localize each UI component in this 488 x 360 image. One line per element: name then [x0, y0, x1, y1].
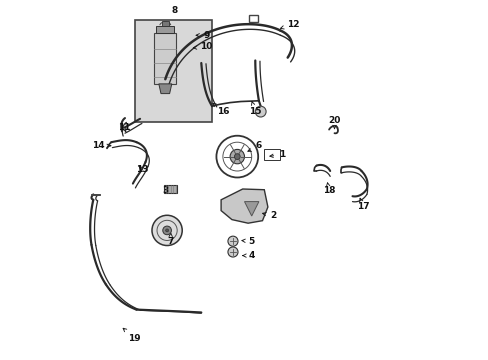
- Text: 4: 4: [242, 251, 254, 260]
- Bar: [164, 185, 177, 193]
- Bar: [154, 33, 176, 84]
- Text: 16: 16: [212, 103, 229, 116]
- Text: 15: 15: [248, 102, 261, 116]
- Bar: [264, 149, 280, 160]
- Circle shape: [163, 226, 171, 235]
- Text: 2: 2: [262, 211, 276, 220]
- Text: 9: 9: [196, 31, 209, 40]
- Circle shape: [227, 236, 238, 246]
- Text: 7: 7: [167, 233, 174, 246]
- Text: 8: 8: [171, 5, 177, 14]
- Text: 14: 14: [92, 141, 110, 150]
- Bar: [134, 20, 212, 122]
- Text: 18: 18: [322, 183, 335, 195]
- Polygon shape: [159, 84, 171, 94]
- Circle shape: [230, 149, 244, 164]
- Text: 5: 5: [242, 237, 254, 246]
- Polygon shape: [221, 189, 267, 223]
- Text: 10: 10: [193, 42, 212, 51]
- Text: 17: 17: [356, 198, 369, 211]
- Polygon shape: [156, 26, 174, 33]
- Text: 11: 11: [118, 123, 130, 132]
- Circle shape: [227, 247, 238, 257]
- Circle shape: [255, 106, 265, 117]
- Text: 3: 3: [162, 186, 168, 195]
- Text: 12: 12: [280, 20, 299, 29]
- Text: 19: 19: [123, 328, 141, 343]
- Bar: [249, 15, 257, 22]
- Text: 13: 13: [135, 165, 148, 174]
- Circle shape: [152, 215, 182, 246]
- Text: 6: 6: [247, 141, 262, 151]
- Polygon shape: [244, 202, 258, 216]
- Text: 20: 20: [327, 116, 340, 129]
- Text: 1: 1: [269, 150, 285, 159]
- Bar: [162, 21, 168, 26]
- Circle shape: [165, 229, 168, 232]
- Circle shape: [234, 154, 240, 159]
- Polygon shape: [91, 194, 100, 195]
